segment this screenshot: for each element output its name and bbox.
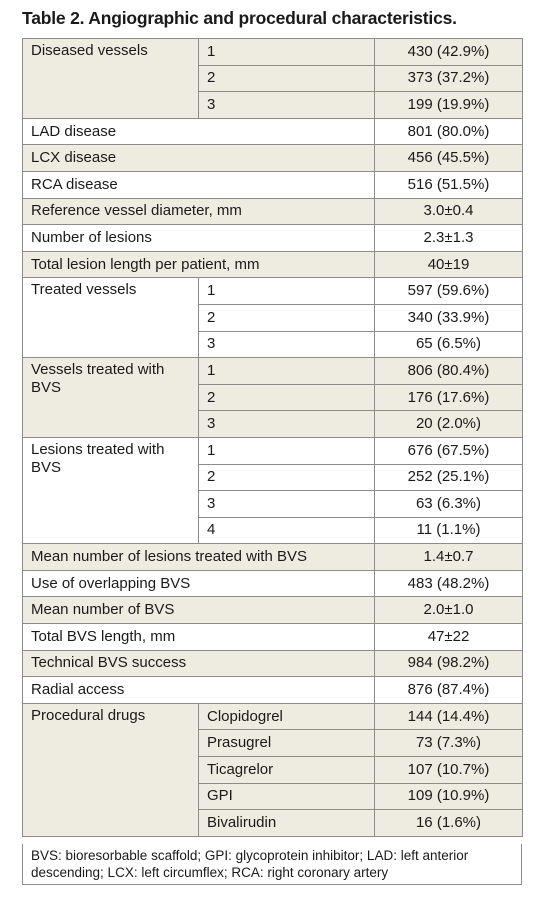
row-value: 801 (80.0%) — [374, 117, 523, 146]
row-label: Number of lesions — [22, 224, 375, 252]
row-label: LCX disease — [22, 144, 375, 172]
table-row: LCX disease 456 (45.5%) — [22, 144, 523, 172]
table-row: Ticagrelor 107 (10.7%) — [23, 756, 523, 784]
row-value: 597 (59.6%) — [374, 277, 523, 305]
sub-label: 3 — [198, 91, 375, 119]
row-value: 16 (1.6%) — [374, 809, 523, 837]
table-row: Mean number of lesions treated with BVS 1… — [22, 543, 523, 571]
row-label: Diseased vessels — [22, 38, 199, 119]
sub-label: 1 — [198, 38, 375, 66]
table-row: 3 63 (6.3%) — [23, 490, 523, 518]
row-label: RCA disease — [22, 170, 375, 199]
sub-label: 3 — [198, 490, 375, 518]
table-row: GPI 109 (10.9%) — [23, 782, 523, 811]
row-label: Radial access — [22, 676, 375, 704]
row-label: Use of overlapping BVS — [22, 569, 375, 598]
table-row: Procedural drugs Clopidogrel 144 (14.4%) — [22, 702, 523, 837]
table-row: RCA disease 516 (51.5%) — [22, 170, 523, 199]
table-row: 3 20 (2.0%) — [23, 410, 523, 438]
table-row: Use of overlapping BVS 483 (48.2%) — [22, 569, 523, 598]
table-row: Lesions treated with BVS 1 676 (67.5%) — [22, 436, 523, 545]
row-value: 199 (19.9%) — [374, 91, 523, 119]
row-value: 73 (7.3%) — [374, 729, 523, 758]
table-row: Treated vessels 1 597 (59.6%) — [22, 277, 523, 359]
table-row: Bivalirudin 16 (1.6%) — [23, 809, 523, 837]
sub-label: 2 — [198, 303, 375, 332]
row-value: 876 (87.4%) — [374, 676, 523, 704]
sub-label: 2 — [198, 64, 375, 93]
table-row: Total BVS length, mm 47±22 — [22, 623, 523, 651]
row-value: 373 (37.2%) — [374, 64, 523, 93]
row-label: Lesions treated with BVS — [22, 436, 199, 545]
row-label: Procedural drugs — [22, 702, 199, 837]
row-value: 176 (17.6%) — [374, 383, 523, 412]
table-row: Radial access 876 (87.4%) — [22, 676, 523, 704]
characteristics-table: Diseased vessels 1 430 (42.9%) 2 373 (37.2%)… — [22, 38, 523, 837]
table-row: 2 252 (25.1%) — [23, 463, 523, 492]
row-value: 47±22 — [374, 623, 523, 651]
row-value: 11 (1.1%) — [374, 516, 523, 545]
sub-label: 1 — [198, 357, 375, 385]
sub-label: Prasugrel — [198, 729, 375, 758]
sub-label: GPI — [198, 782, 375, 811]
row-label: Mean number of lesions treated with BVS — [22, 543, 375, 571]
row-value: 40±19 — [374, 250, 523, 279]
table-body: Diseased vessels 1 430 (42.9%) 2 373 (37.2%)… — [22, 38, 523, 837]
row-label: Total lesion length per patient, mm — [22, 250, 375, 279]
row-label: Mean number of BVS — [22, 596, 375, 625]
sub-label: Ticagrelor — [198, 756, 375, 784]
row-value: 63 (6.3%) — [374, 490, 523, 518]
table-row: 2 373 (37.2%) — [23, 64, 523, 93]
row-label: Reference vessel diameter, mm — [22, 197, 375, 226]
row-label: Vessels treated with BVS — [22, 357, 199, 438]
table-row: Number of lesions 2.3±1.3 — [22, 224, 523, 252]
sub-label: 2 — [198, 383, 375, 412]
table-row: 4 11 (1.1%) — [23, 516, 523, 545]
row-value: 1.4±0.7 — [374, 543, 523, 571]
row-label: Technical BVS success — [22, 649, 375, 678]
row-value: 340 (33.9%) — [374, 303, 523, 332]
row-value: 2.0±1.0 — [374, 596, 523, 625]
row-value: 107 (10.7%) — [374, 756, 523, 784]
sub-label: 4 — [198, 516, 375, 545]
sub-label: Clopidogrel — [198, 702, 375, 731]
row-value: 20 (2.0%) — [374, 410, 523, 438]
sub-label: 2 — [198, 463, 375, 492]
table-row: Diseased vessels 1 430 (42.9%) — [22, 38, 523, 119]
table-row: Vessels treated with BVS 1 806 (80.4%) — [22, 357, 523, 438]
row-value: 3.0±0.4 — [374, 197, 523, 226]
row-value: 676 (67.5%) — [374, 436, 523, 465]
row-value: 430 (42.9%) — [374, 38, 523, 66]
row-value: 2.3±1.3 — [374, 224, 523, 252]
row-value: 252 (25.1%) — [374, 463, 523, 492]
table-row: Prasugrel 73 (7.3%) — [23, 729, 523, 758]
table-footnote: BVS: bioresorbable scaffold; GPI: glycop… — [22, 844, 522, 885]
sub-label: 3 — [198, 410, 375, 438]
row-value: 516 (51.5%) — [374, 170, 523, 199]
table-row: Technical BVS success 984 (98.2%) — [22, 649, 523, 678]
row-value: 456 (45.5%) — [374, 144, 523, 172]
table-row: LAD disease 801 (80.0%) — [22, 117, 523, 146]
table-row: 2 176 (17.6%) — [23, 383, 523, 412]
table-row: 3 199 (19.9%) — [23, 91, 523, 119]
sub-label: 1 — [198, 277, 375, 305]
sub-label: 1 — [198, 436, 375, 465]
row-value: 806 (80.4%) — [374, 357, 523, 385]
row-value: 984 (98.2%) — [374, 649, 523, 678]
row-label: Total BVS length, mm — [22, 623, 375, 651]
sub-label: Bivalirudin — [198, 809, 375, 837]
table-title: Table 2. Angiographic and procedural cha… — [22, 8, 457, 28]
row-value: 109 (10.9%) — [374, 782, 523, 811]
sub-label: 3 — [198, 330, 375, 359]
table-row: Reference vessel diameter, mm 3.0±0.4 — [22, 197, 523, 226]
row-value: 144 (14.4%) — [374, 702, 523, 731]
row-label: LAD disease — [22, 117, 375, 146]
row-label: Treated vessels — [22, 277, 199, 359]
row-value: 65 (6.5%) — [374, 330, 523, 359]
table-row: Total lesion length per patient, mm 40±19 — [22, 250, 523, 279]
row-value: 483 (48.2%) — [374, 569, 523, 598]
table-row: Mean number of BVS 2.0±1.0 — [22, 596, 523, 625]
